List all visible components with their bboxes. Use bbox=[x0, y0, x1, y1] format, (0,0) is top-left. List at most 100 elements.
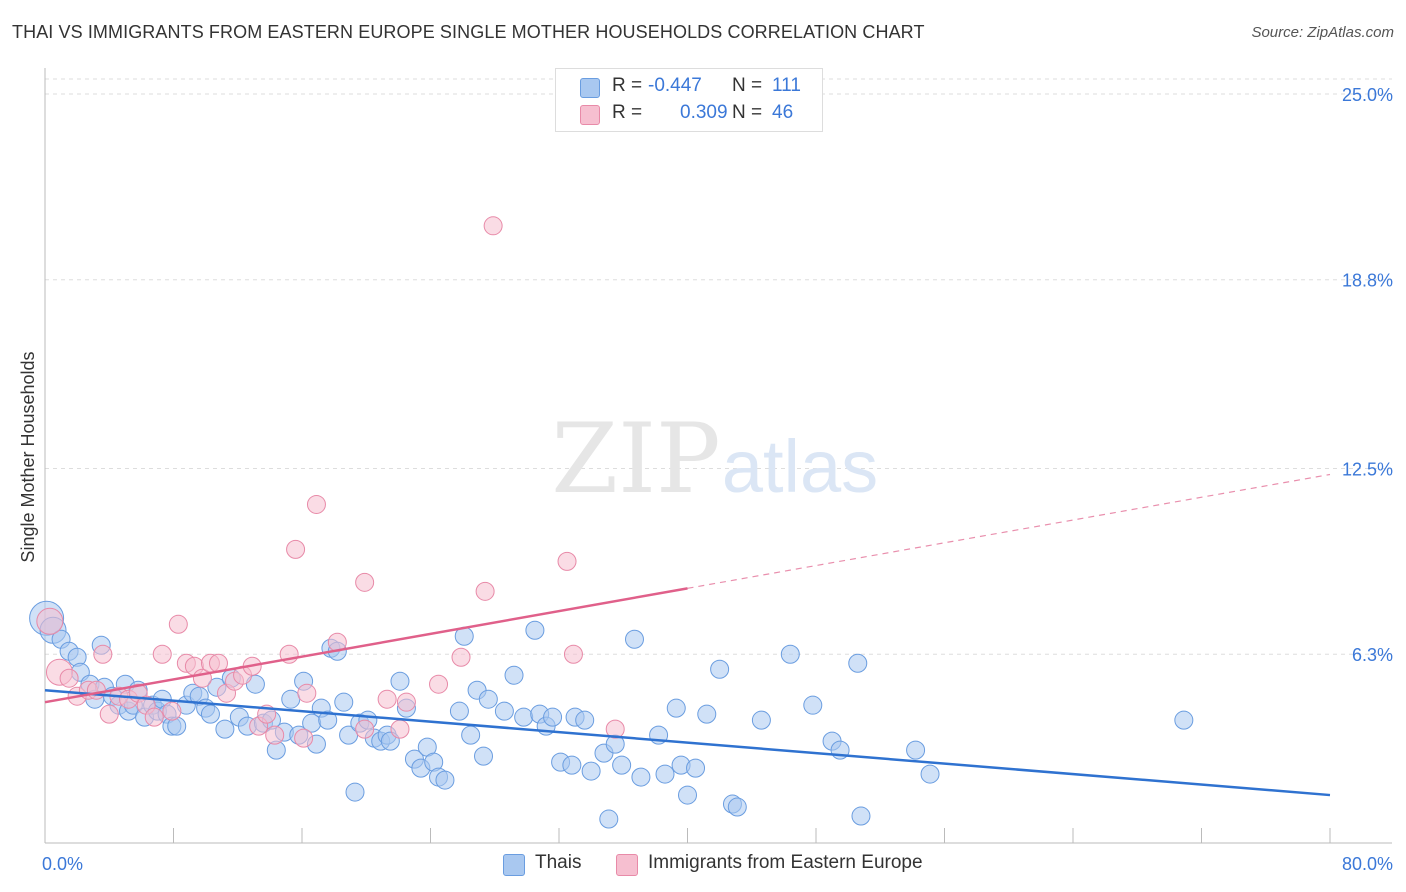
thai-point bbox=[575, 710, 595, 730]
legend-r-value: 0.309 bbox=[680, 102, 728, 123]
thai-point bbox=[710, 659, 730, 679]
thai-point bbox=[494, 701, 514, 721]
legend-r-value: -0.447 bbox=[648, 75, 702, 96]
thai-point bbox=[751, 710, 771, 730]
thai-point bbox=[780, 644, 800, 664]
eastern-europe-point bbox=[355, 572, 375, 592]
eastern-europe-point bbox=[429, 674, 449, 694]
source-label: Source: ZipAtlas.com bbox=[1251, 24, 1394, 41]
eastern-europe-point bbox=[162, 701, 182, 721]
legend-n-value: 46 bbox=[772, 102, 794, 123]
thai-point bbox=[390, 671, 410, 691]
trend-layer bbox=[44, 473, 1331, 797]
thai-point bbox=[478, 689, 498, 709]
eastern-europe-point bbox=[152, 644, 172, 664]
blue-swatch-icon bbox=[580, 78, 600, 98]
points-layer bbox=[29, 216, 1194, 829]
watermark-atlas: atlas bbox=[722, 425, 878, 508]
thai-point bbox=[525, 620, 545, 640]
eastern-europe-point bbox=[144, 707, 164, 727]
grid-layer bbox=[45, 78, 1392, 655]
eastern-europe-point bbox=[475, 581, 495, 601]
legend-label-thais: Thais bbox=[535, 852, 582, 873]
thai-point bbox=[449, 701, 469, 721]
thai-point bbox=[334, 692, 354, 712]
eastern-europe-point bbox=[377, 689, 397, 709]
thai-point bbox=[803, 695, 823, 715]
legend-n-label: N = bbox=[732, 102, 763, 123]
eastern-europe-trend-extension bbox=[687, 473, 1331, 589]
thai-point bbox=[920, 764, 940, 784]
series-legend: Thais Immigrants from Eastern Europe bbox=[0, 852, 1406, 878]
thai-point bbox=[666, 698, 686, 718]
thai-point bbox=[848, 653, 868, 673]
legend-r-label: R = bbox=[612, 75, 643, 96]
correlation-legend: R = -0.447 N = 111 R = 0.309 N = 46 bbox=[555, 68, 823, 132]
pink-swatch-icon bbox=[580, 105, 600, 125]
chart-title: THAI VS IMMIGRANTS FROM EASTERN EUROPE S… bbox=[12, 22, 925, 42]
thai-point bbox=[562, 755, 582, 775]
y-tick-label: 25.0% bbox=[1342, 85, 1393, 105]
eastern-europe-point bbox=[99, 704, 119, 724]
thai-point bbox=[1174, 710, 1194, 730]
thai-point bbox=[581, 761, 601, 781]
eastern-europe-point bbox=[36, 607, 64, 635]
thai-point bbox=[624, 629, 644, 649]
thai-point bbox=[514, 707, 534, 727]
eastern-europe-point bbox=[93, 644, 113, 664]
thai-point bbox=[200, 704, 220, 724]
thai-point bbox=[655, 764, 675, 784]
y-tick-label: 6.3% bbox=[1352, 645, 1393, 665]
thai-point bbox=[697, 704, 717, 724]
legend-r-label: R = bbox=[612, 102, 643, 123]
eastern-europe-point bbox=[168, 614, 188, 634]
thai-point bbox=[215, 719, 235, 739]
eastern-europe-trend-line bbox=[44, 587, 688, 704]
y-axis-label: Single Mother Households bbox=[18, 351, 38, 562]
thai-point bbox=[543, 707, 563, 727]
thai-point bbox=[631, 767, 651, 787]
eastern-europe-point bbox=[483, 216, 503, 236]
thai-point bbox=[678, 785, 697, 805]
thai-point bbox=[727, 797, 747, 817]
thai-point bbox=[435, 770, 455, 790]
thai-point bbox=[906, 740, 926, 760]
eastern-europe-point bbox=[390, 719, 410, 739]
thai-point bbox=[686, 758, 706, 778]
thai-point bbox=[504, 665, 524, 685]
y-tick-label: 12.5% bbox=[1342, 459, 1393, 479]
thai-point bbox=[345, 782, 365, 802]
thai-point bbox=[851, 806, 871, 826]
eastern-europe-point bbox=[86, 680, 106, 700]
eastern-europe-point bbox=[355, 719, 375, 739]
blue-swatch-icon bbox=[503, 854, 525, 876]
pink-swatch-icon bbox=[616, 854, 638, 876]
eastern-europe-point bbox=[306, 494, 326, 514]
legend-n-label: N = bbox=[732, 75, 763, 96]
axis-layer: 6.3% 12.5% 18.8% 25.0% 0.0% 80.0% bbox=[42, 68, 1393, 874]
thai-point bbox=[612, 755, 632, 775]
thai-point bbox=[281, 689, 301, 709]
eastern-europe-point bbox=[557, 551, 577, 571]
eastern-europe-point bbox=[265, 725, 285, 745]
x-tick-label: 0.0% bbox=[42, 854, 83, 874]
eastern-europe-point bbox=[286, 539, 306, 559]
eastern-europe-point bbox=[605, 719, 625, 739]
eastern-europe-point bbox=[451, 647, 471, 667]
thai-point bbox=[318, 710, 338, 730]
thai-point bbox=[599, 809, 619, 829]
eastern-europe-point bbox=[396, 692, 416, 712]
x-tick-label: 80.0% bbox=[1342, 854, 1393, 874]
eastern-europe-point bbox=[297, 683, 317, 703]
legend-n-value: 111 bbox=[772, 75, 801, 96]
thai-trend-line bbox=[44, 688, 1331, 797]
watermark: ZIP atlas bbox=[551, 403, 878, 515]
legend-label-eastern-europe: Immigrants from Eastern Europe bbox=[648, 852, 923, 873]
watermark-zip: ZIP bbox=[551, 403, 720, 515]
thai-point bbox=[474, 746, 494, 766]
eastern-europe-point bbox=[563, 644, 583, 664]
y-tick-label: 18.8% bbox=[1342, 271, 1393, 291]
eastern-europe-point bbox=[294, 728, 314, 748]
eastern-europe-point bbox=[59, 668, 79, 688]
